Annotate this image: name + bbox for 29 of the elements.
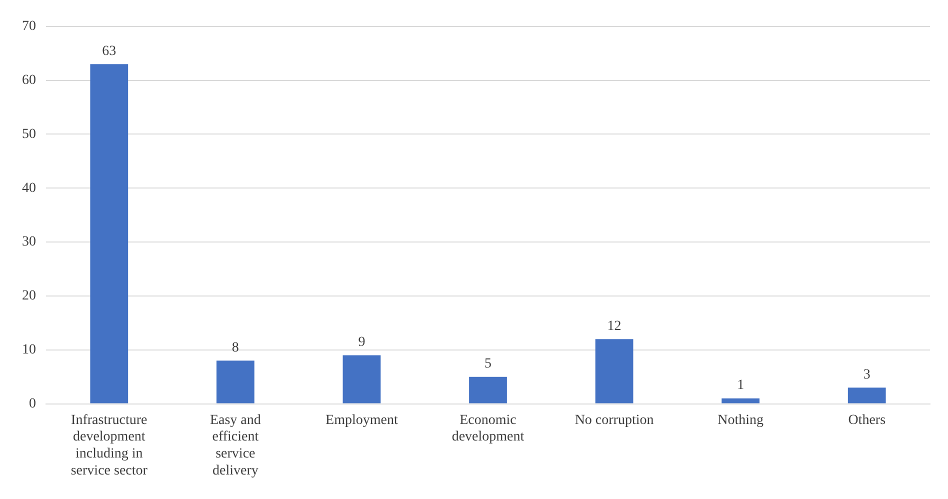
bar bbox=[848, 388, 886, 404]
data-label: 12 bbox=[607, 318, 622, 334]
bar bbox=[342, 355, 381, 404]
y-tick-label: 60 bbox=[22, 72, 36, 88]
x-tick-label: Others bbox=[848, 412, 886, 428]
bar bbox=[595, 339, 634, 404]
y-tick-label: 30 bbox=[22, 234, 36, 250]
y-tick-label: 0 bbox=[29, 396, 36, 412]
data-label: 8 bbox=[232, 340, 239, 356]
y-tick-label: 10 bbox=[22, 342, 36, 358]
y-tick-label: 40 bbox=[22, 180, 36, 196]
data-label: 9 bbox=[358, 334, 366, 350]
x-tick-label: Nothing bbox=[718, 412, 764, 428]
bar bbox=[216, 360, 254, 404]
data-label: 63 bbox=[102, 44, 116, 59]
x-tick-label: Employment bbox=[326, 412, 398, 428]
y-tick-label: 20 bbox=[22, 288, 36, 304]
y-tick-label: 50 bbox=[22, 126, 36, 142]
bar bbox=[90, 64, 128, 404]
data-label: 5 bbox=[484, 356, 492, 372]
bar bbox=[469, 376, 507, 404]
y-tick-label: 70 bbox=[22, 19, 36, 34]
data-label: 3 bbox=[863, 367, 870, 382]
bar bbox=[722, 398, 760, 404]
x-tick-label: Easy and efficient service delivery bbox=[210, 412, 261, 478]
x-tick-label: Infrastructure development including in service sector bbox=[70, 412, 148, 478]
data-label: 1 bbox=[737, 378, 744, 394]
x-tick-label: Economic development bbox=[452, 412, 524, 445]
x-tick-label: No corruption bbox=[574, 412, 654, 428]
